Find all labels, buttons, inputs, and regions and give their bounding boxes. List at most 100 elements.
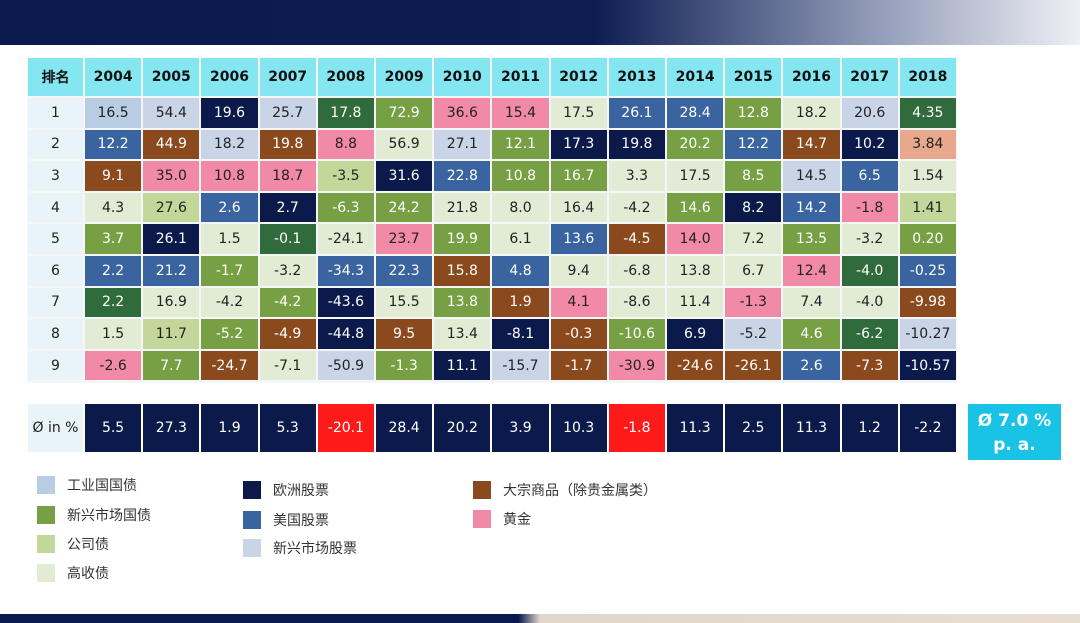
header-cell: 2009 — [376, 58, 433, 96]
header-cell: 2010 — [434, 58, 491, 96]
return-cell: -0.1 — [259, 224, 316, 254]
return-cell: 4.3 — [85, 192, 142, 223]
return-cell: -3.2 — [259, 256, 316, 286]
return-cell: 22.8 — [434, 161, 491, 191]
return-cell: 21.2 — [143, 256, 200, 286]
return-cell: -30.9 — [608, 350, 665, 381]
return-cell: -1.7 — [201, 256, 258, 286]
average-cell: 28.4 — [376, 404, 433, 452]
legend-item: 新兴市场股票 — [243, 538, 543, 558]
rank-cell: 9 — [28, 350, 83, 381]
legend-item: 欧洲股票 — [243, 480, 543, 500]
return-cell: 17.5 — [667, 161, 724, 191]
return-cell: -6.8 — [608, 256, 665, 286]
return-cell: 13.8 — [434, 287, 491, 318]
return-cell: -4.0 — [841, 256, 898, 286]
return-cell: 19.8 — [608, 129, 665, 160]
rank-cell: 3 — [28, 161, 83, 191]
return-cell: 2.2 — [85, 256, 142, 286]
return-cell: 9.5 — [376, 319, 433, 349]
legend-item: 新兴市场国债 — [37, 505, 337, 525]
summary-line: p. a. — [993, 435, 1036, 455]
legend-label: 公司债 — [67, 537, 109, 553]
return-cell: 6.9 — [667, 319, 724, 349]
legend-label: 大宗商品（除贵金属类） — [503, 483, 657, 499]
return-cell: 10.2 — [841, 129, 898, 160]
return-cell: 4.6 — [783, 319, 840, 349]
legend-label: 新兴市场国债 — [67, 508, 151, 524]
return-cell: 9.1 — [85, 161, 142, 191]
return-cell: 27.1 — [434, 129, 491, 160]
return-cell: 26.1 — [608, 98, 665, 128]
return-cell: 10.8 — [201, 161, 258, 191]
return-cell: -1.7 — [550, 350, 607, 381]
average-cell: 20.2 — [434, 404, 491, 452]
rank-cell: 5 — [28, 224, 83, 254]
legend-item: 高收债 — [37, 563, 337, 583]
return-cell: 14.6 — [667, 192, 724, 223]
return-cell: 17.3 — [550, 129, 607, 160]
return-cell: 6.7 — [725, 256, 782, 286]
return-cell: 3.3 — [608, 161, 665, 191]
average-cell: 11.3 — [783, 404, 840, 452]
rank-cell: 6 — [28, 256, 83, 286]
return-cell: 35.0 — [143, 161, 200, 191]
return-cell: -3.2 — [841, 224, 898, 254]
legend-item: 公司债 — [37, 534, 337, 554]
return-cell: -10.6 — [608, 319, 665, 349]
return-cell: -10.57 — [899, 350, 956, 381]
return-cell: 4.35 — [899, 98, 956, 128]
return-cell: -4.2 — [608, 192, 665, 223]
rank-cell: 8 — [28, 319, 83, 349]
legend-swatch — [473, 510, 491, 528]
return-cell: 19.6 — [201, 98, 258, 128]
legend-item: 黄金 — [473, 509, 773, 529]
header-cell: 2012 — [550, 58, 607, 96]
header-cell: 排名 — [28, 58, 83, 96]
return-cell: 2.7 — [259, 192, 316, 223]
return-cell: 20.2 — [667, 129, 724, 160]
return-cell: 16.4 — [550, 192, 607, 223]
return-cell: -5.2 — [725, 319, 782, 349]
return-cell: -43.6 — [317, 287, 374, 318]
header-cell: 2014 — [667, 58, 724, 96]
return-cell: -0.3 — [550, 319, 607, 349]
header-cell: 2005 — [143, 58, 200, 96]
return-cell: 12.2 — [85, 129, 142, 160]
return-cell: 13.4 — [434, 319, 491, 349]
average-cell: 27.3 — [143, 404, 200, 452]
return-cell: -4.0 — [841, 287, 898, 318]
return-cell: -34.3 — [317, 256, 374, 286]
return-cell: 16.5 — [85, 98, 142, 128]
average-cell: 3.9 — [492, 404, 549, 452]
header-cell: 2018 — [899, 58, 956, 96]
return-cell: -10.27 — [899, 319, 956, 349]
return-cell: -2.6 — [85, 350, 142, 381]
return-cell: 1.54 — [899, 161, 956, 191]
legend-label: 黄金 — [503, 512, 531, 528]
header-cell: 2008 — [317, 58, 374, 96]
return-cell: -7.3 — [841, 350, 898, 381]
return-cell: 17.8 — [317, 98, 374, 128]
return-cell: 21.8 — [434, 192, 491, 223]
return-cell: -7.1 — [259, 350, 316, 381]
return-cell: 8.5 — [725, 161, 782, 191]
return-cell: 2.2 — [85, 287, 142, 318]
return-cell: 28.4 — [667, 98, 724, 128]
return-cell: 4.1 — [550, 287, 607, 318]
rank-cell: 4 — [28, 192, 83, 223]
return-cell: 1.41 — [899, 192, 956, 223]
return-cell: 36.6 — [434, 98, 491, 128]
return-cell: 17.5 — [550, 98, 607, 128]
return-cell: 22.3 — [376, 256, 433, 286]
return-cell: 12.4 — [783, 256, 840, 286]
return-cell: -1.3 — [376, 350, 433, 381]
return-cell: 2.6 — [201, 192, 258, 223]
legend-swatch — [243, 539, 261, 557]
return-cell: -4.2 — [201, 287, 258, 318]
return-cell: 13.8 — [667, 256, 724, 286]
legend-label: 美国股票 — [273, 513, 329, 529]
return-cell: 15.5 — [376, 287, 433, 318]
return-cell: 14.5 — [783, 161, 840, 191]
